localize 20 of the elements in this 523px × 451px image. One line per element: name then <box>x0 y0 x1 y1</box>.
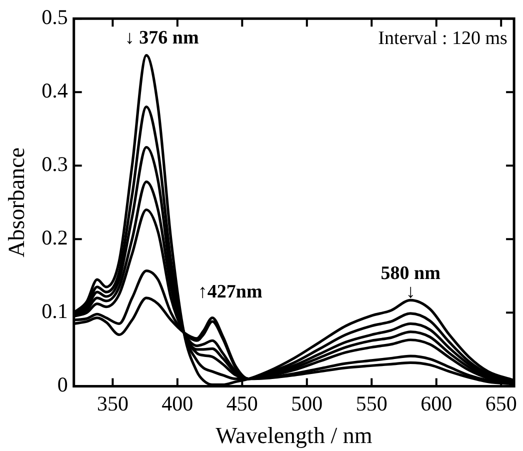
x-tick-label: 500 <box>291 391 323 416</box>
annotation: ↓ <box>406 281 416 302</box>
annotation: 580 nm <box>380 262 441 284</box>
y-axis-title: Absorbance <box>4 147 29 258</box>
x-tick-label: 650 <box>485 391 517 416</box>
x-tick-label: 600 <box>420 391 452 416</box>
annotation: ↑427nm <box>198 281 262 302</box>
y-tick-label: 0.4 <box>42 78 68 103</box>
x-tick-label: 350 <box>96 391 128 416</box>
y-tick-label: 0.3 <box>42 152 68 176</box>
y-tick-label: 0.5 <box>42 5 68 30</box>
y-tick-label: 0.1 <box>42 299 68 324</box>
annotation: ↓ 376 nm <box>124 28 200 49</box>
x-tick-label: 450 <box>226 391 258 416</box>
y-tick-label: 0 <box>57 372 68 397</box>
x-axis-title: Wavelength / nm <box>216 423 372 448</box>
x-tick-label: 400 <box>162 391 194 416</box>
x-tick-label: 550 <box>356 391 388 416</box>
y-tick-label: 0.2 <box>42 226 68 250</box>
annotation: Interval : 120 ms <box>378 28 508 49</box>
